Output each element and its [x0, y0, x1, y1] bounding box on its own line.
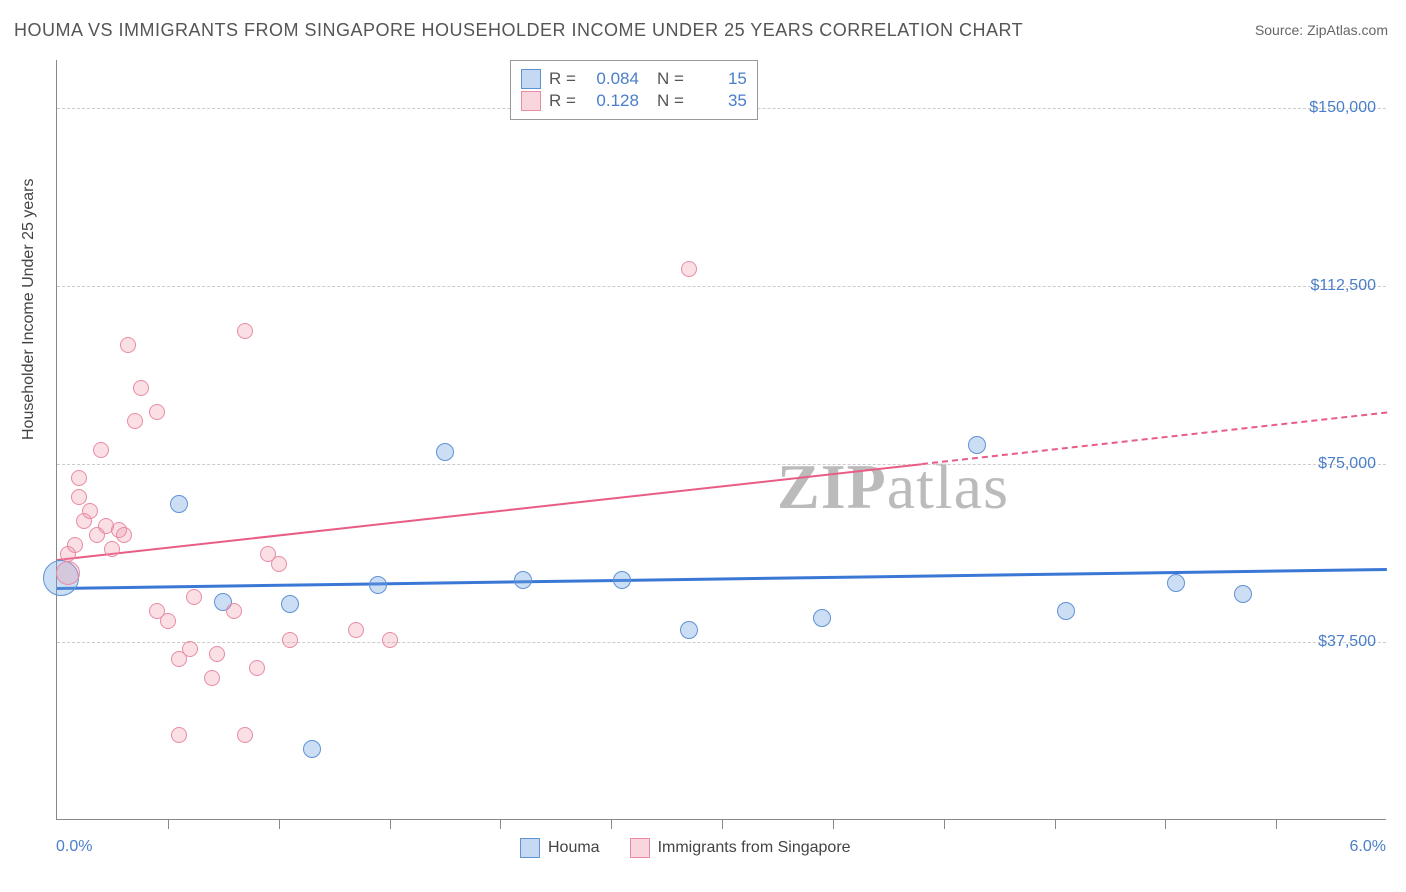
data-point	[120, 337, 136, 353]
data-point	[67, 537, 83, 553]
data-point	[149, 404, 165, 420]
stats-legend: R = 0.084 N = 15 R = 0.128 N = 35	[510, 60, 758, 120]
swatch-blue-icon	[520, 838, 540, 858]
x-tick	[611, 819, 612, 829]
watermark: ZIPatlas	[777, 450, 1009, 524]
data-point	[237, 323, 253, 339]
gridline	[57, 464, 1386, 465]
x-tick	[722, 819, 723, 829]
data-point	[56, 561, 80, 585]
data-point	[968, 436, 986, 454]
data-point	[514, 571, 532, 589]
legend-item-singapore: Immigrants from Singapore	[630, 838, 851, 858]
swatch-pink-icon	[630, 838, 650, 858]
data-point	[237, 727, 253, 743]
data-point	[303, 740, 321, 758]
series-legend: Houma Immigrants from Singapore	[520, 838, 851, 858]
y-tick-label: $150,000	[1309, 99, 1376, 117]
x-tick	[1165, 819, 1166, 829]
data-point	[1167, 574, 1185, 592]
stats-row-houma: R = 0.084 N = 15	[521, 69, 747, 89]
legend-item-houma: Houma	[520, 838, 600, 858]
data-point	[133, 380, 149, 396]
chart-plot-area: ZIPatlas $37,500 $75,000 $112,500 $150,000	[56, 60, 1386, 820]
data-point	[182, 641, 198, 657]
data-point	[71, 489, 87, 505]
trend-line-houma	[57, 568, 1387, 589]
x-tick	[833, 819, 834, 829]
data-point	[271, 556, 287, 572]
y-tick-label: $75,000	[1318, 455, 1376, 473]
data-point	[171, 727, 187, 743]
data-point	[82, 503, 98, 519]
data-point	[1057, 602, 1075, 620]
data-point	[204, 670, 220, 686]
data-point	[160, 613, 176, 629]
x-tick	[1276, 819, 1277, 829]
data-point	[186, 589, 202, 605]
data-point	[226, 603, 242, 619]
source-attribution: Source: ZipAtlas.com	[1255, 22, 1388, 38]
data-point	[369, 576, 387, 594]
data-point	[282, 632, 298, 648]
data-point	[1234, 585, 1252, 603]
data-point	[93, 442, 109, 458]
chart-title: HOUMA VS IMMIGRANTS FROM SINGAPORE HOUSE…	[14, 20, 1023, 41]
data-point	[127, 413, 143, 429]
y-tick-label: $112,500	[1310, 277, 1376, 295]
data-point	[681, 261, 697, 277]
data-point	[680, 621, 698, 639]
data-point	[104, 541, 120, 557]
data-point	[436, 443, 454, 461]
data-point	[281, 595, 299, 613]
gridline	[57, 642, 1386, 643]
x-tick	[1055, 819, 1056, 829]
data-point	[382, 632, 398, 648]
x-tick	[279, 819, 280, 829]
x-axis-min-label: 0.0%	[56, 838, 92, 856]
gridline	[57, 286, 1386, 287]
data-point	[71, 470, 87, 486]
swatch-pink	[521, 91, 541, 111]
data-point	[116, 527, 132, 543]
data-point	[209, 646, 225, 662]
y-tick-label: $37,500	[1318, 633, 1376, 651]
stats-row-singapore: R = 0.128 N = 35	[521, 91, 747, 111]
data-point	[170, 495, 188, 513]
data-point	[249, 660, 265, 676]
x-tick	[500, 819, 501, 829]
x-axis-max-label: 6.0%	[1350, 838, 1386, 856]
x-tick	[168, 819, 169, 829]
data-point	[348, 622, 364, 638]
x-tick	[944, 819, 945, 829]
x-tick	[390, 819, 391, 829]
swatch-blue	[521, 69, 541, 89]
y-axis-label: Householder Income Under 25 years	[20, 179, 38, 440]
data-point	[813, 609, 831, 627]
data-point	[613, 571, 631, 589]
